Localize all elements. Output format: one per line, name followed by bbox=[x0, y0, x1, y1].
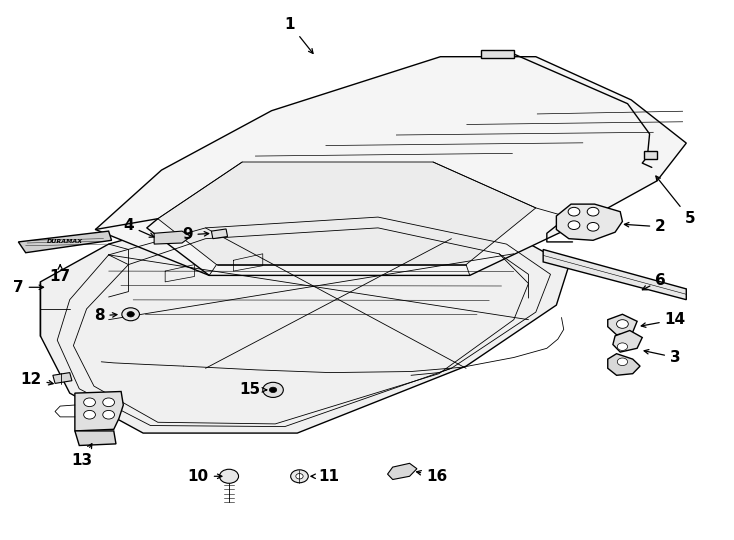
Circle shape bbox=[263, 382, 283, 397]
Polygon shape bbox=[75, 392, 123, 431]
Circle shape bbox=[84, 398, 95, 407]
Text: 5: 5 bbox=[656, 176, 695, 226]
Text: 7: 7 bbox=[13, 280, 43, 295]
Circle shape bbox=[617, 343, 628, 350]
Circle shape bbox=[269, 387, 277, 393]
Text: 1: 1 bbox=[285, 17, 313, 53]
Polygon shape bbox=[158, 162, 536, 265]
Text: DURAMAX: DURAMAX bbox=[46, 239, 83, 245]
Text: 15: 15 bbox=[239, 382, 266, 397]
Polygon shape bbox=[40, 206, 569, 433]
Polygon shape bbox=[75, 431, 116, 445]
Circle shape bbox=[296, 474, 303, 479]
Text: 13: 13 bbox=[72, 444, 92, 468]
Text: 11: 11 bbox=[311, 469, 339, 484]
Polygon shape bbox=[644, 151, 657, 159]
Polygon shape bbox=[388, 463, 417, 480]
Polygon shape bbox=[154, 231, 191, 244]
Polygon shape bbox=[608, 314, 637, 335]
Circle shape bbox=[127, 312, 134, 317]
Polygon shape bbox=[543, 249, 686, 300]
Circle shape bbox=[568, 221, 580, 230]
Text: 9: 9 bbox=[182, 227, 208, 242]
Circle shape bbox=[84, 410, 95, 419]
Polygon shape bbox=[211, 229, 228, 239]
Circle shape bbox=[617, 358, 628, 366]
Circle shape bbox=[122, 308, 139, 321]
Polygon shape bbox=[556, 204, 622, 240]
Circle shape bbox=[103, 410, 115, 419]
Circle shape bbox=[219, 469, 239, 483]
Polygon shape bbox=[613, 330, 642, 352]
Circle shape bbox=[568, 207, 580, 216]
Circle shape bbox=[103, 398, 115, 407]
Text: 10: 10 bbox=[188, 469, 222, 484]
Text: 12: 12 bbox=[21, 372, 53, 387]
Polygon shape bbox=[53, 373, 72, 383]
Text: 2: 2 bbox=[625, 219, 666, 234]
Circle shape bbox=[291, 470, 308, 483]
Circle shape bbox=[587, 222, 599, 231]
Polygon shape bbox=[608, 354, 640, 375]
Text: 16: 16 bbox=[417, 469, 447, 484]
Text: 8: 8 bbox=[94, 308, 117, 323]
Circle shape bbox=[587, 207, 599, 216]
Polygon shape bbox=[95, 57, 686, 275]
Circle shape bbox=[617, 320, 628, 328]
Text: 3: 3 bbox=[644, 349, 680, 365]
Polygon shape bbox=[481, 50, 514, 58]
Text: 4: 4 bbox=[123, 218, 154, 237]
Polygon shape bbox=[18, 231, 112, 253]
Text: 17: 17 bbox=[50, 265, 70, 284]
Text: 6: 6 bbox=[642, 273, 666, 290]
Text: 14: 14 bbox=[642, 312, 686, 327]
